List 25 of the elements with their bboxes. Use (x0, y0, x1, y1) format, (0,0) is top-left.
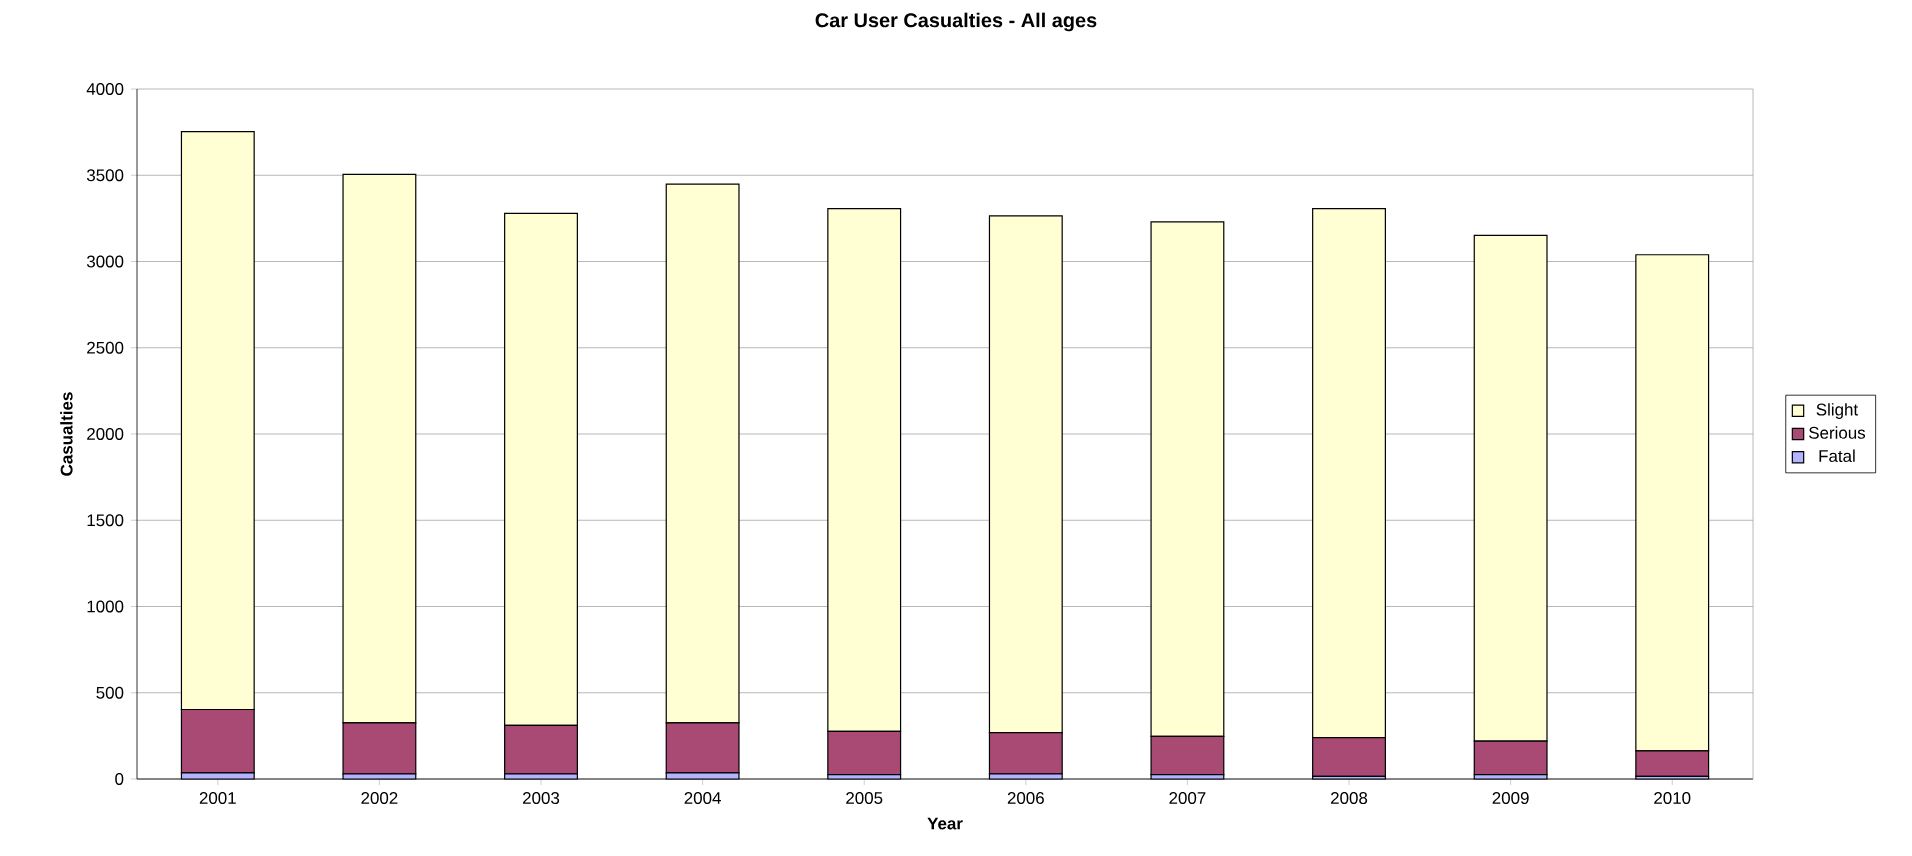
x-tick-label: 2005 (846, 792, 883, 804)
y-tick-label: 3000 (86, 255, 124, 268)
y-tick-label: 1000 (87, 600, 124, 613)
x-tick-label: 2006 (1007, 792, 1044, 804)
x-tick-label: 2004 (684, 792, 721, 804)
x-tick-label: 2008 (1331, 792, 1368, 804)
y-tick-label: 500 (96, 686, 124, 699)
x-tick-label: 2001 (199, 792, 236, 804)
x-tick-label: 2003 (523, 792, 560, 804)
legend-label: Fatal (1819, 449, 1855, 463)
x-tick-label: 2002 (361, 792, 398, 804)
y-tick-label: 2000 (87, 428, 124, 440)
x-tick-label: 2009 (1492, 792, 1529, 804)
y-tick-label: 0 (115, 773, 124, 785)
y-tick-label: 2500 (87, 341, 124, 354)
chart-title: Car User Casualties - All ages (815, 12, 1097, 32)
y-tick-label: 1500 (87, 514, 124, 527)
y-tick-label: 3500 (86, 169, 124, 182)
x-tick-label: 2010 (1654, 792, 1691, 804)
legend-label: Slight (1816, 403, 1859, 419)
x-axis-title: Year (927, 817, 963, 830)
x-tick-label: 2007 (1169, 792, 1206, 804)
legend-label: Serious (1809, 426, 1866, 439)
y-axis-title: Casualties (60, 392, 73, 476)
y-tick-label: 4000 (86, 83, 124, 95)
